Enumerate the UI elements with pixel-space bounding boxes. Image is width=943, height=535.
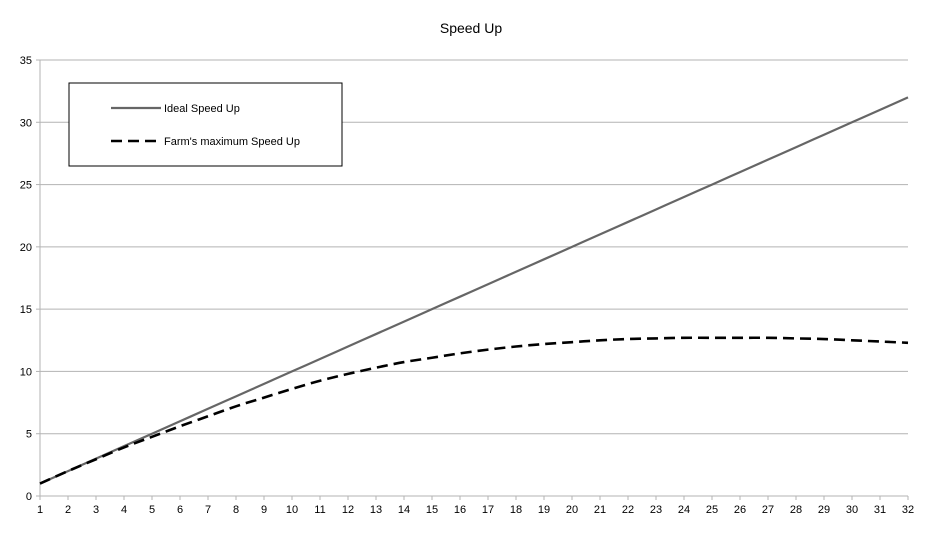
legend-box: [68, 82, 343, 167]
x-tick-label: 3: [93, 504, 99, 516]
x-tick-label: 6: [177, 504, 183, 516]
x-tick-label: 13: [370, 504, 382, 516]
y-tick-label: 35: [20, 55, 32, 67]
series-line-ideal-speedup: [39, 96, 909, 485]
y-tick-label: 20: [20, 242, 32, 254]
x-tick-label: 9: [261, 504, 267, 516]
x-tick-label: 21: [594, 504, 606, 516]
chart-title: Speed Up: [440, 20, 502, 36]
x-tick-label: 2: [65, 504, 71, 516]
x-tick-label: 4: [121, 504, 127, 516]
legend: Ideal Speed Up Farm's maximum Speed Up: [68, 82, 343, 167]
x-tick-label: 30: [846, 504, 858, 516]
legend-label-2: Farm's maximum Speed Up: [164, 136, 300, 148]
x-tick-label: 24: [678, 504, 690, 516]
x-tick-label: 7: [205, 504, 211, 516]
series-lines: [39, 96, 909, 485]
x-tick-label: 32: [902, 504, 914, 516]
x-tick-label: 29: [818, 504, 830, 516]
x-tick-label: 28: [790, 504, 802, 516]
x-tick-label: 10: [286, 504, 298, 516]
x-tick-label: 17: [482, 504, 494, 516]
x-tick-label: 31: [874, 504, 886, 516]
y-tick-label: 25: [20, 180, 32, 192]
x-tick-label: 14: [398, 504, 410, 516]
y-tick-label: 10: [20, 366, 32, 378]
x-tick-label: 8: [233, 504, 239, 516]
x-tick-label: 27: [762, 504, 774, 516]
x-tick-label: 12: [342, 504, 354, 516]
x-tick-label: 11: [314, 504, 325, 516]
x-tick-label: 18: [510, 504, 522, 516]
x-tick-label: 16: [454, 504, 466, 516]
series-line-farm-max-speedup: [39, 336, 909, 485]
x-tick-label: 15: [426, 504, 438, 516]
y-tick-label: 0: [26, 491, 32, 503]
y-tick-label: 30: [20, 117, 32, 129]
x-tick-label: 25: [706, 504, 718, 516]
x-tick-label: 5: [149, 504, 155, 516]
x-tick-label: 22: [622, 504, 634, 516]
legend-label-1: Ideal Speed Up: [164, 103, 240, 115]
y-tick-label: 15: [20, 304, 32, 316]
x-tick-label: 1: [37, 504, 43, 516]
x-tick-label: 23: [650, 504, 662, 516]
x-tick-label: 20: [566, 504, 578, 516]
x-tick-label: 26: [734, 504, 746, 516]
y-tick-label: 5: [26, 429, 32, 441]
x-tick-label: 19: [538, 504, 550, 516]
